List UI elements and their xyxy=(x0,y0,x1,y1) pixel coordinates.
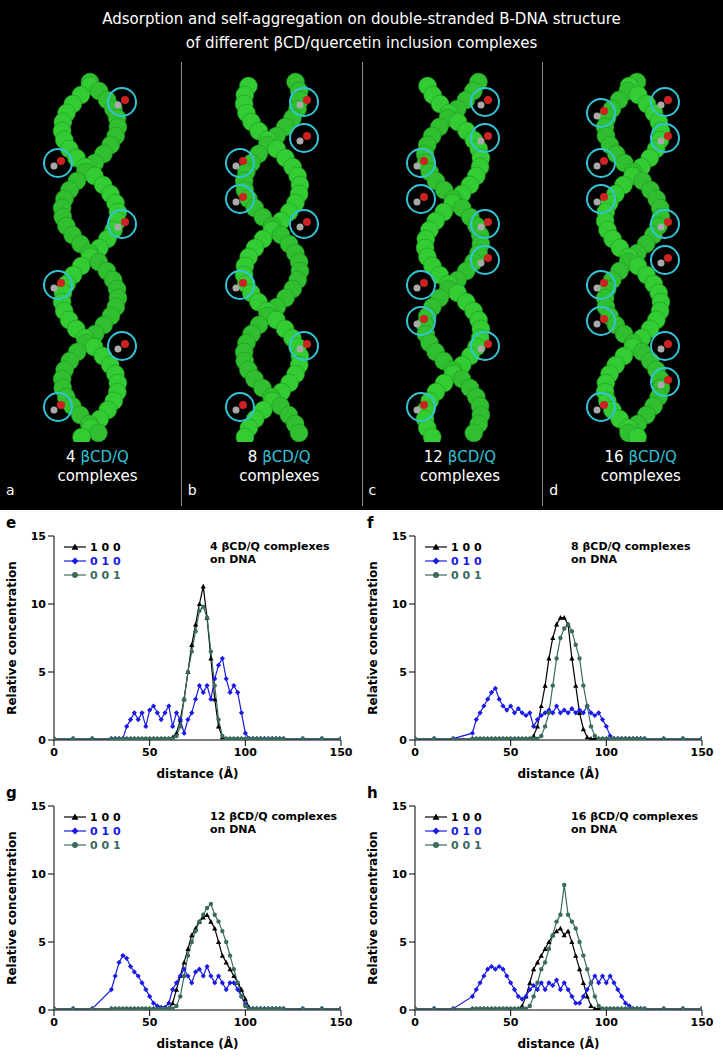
svg-text:0: 0 xyxy=(399,734,407,747)
svg-text:150: 150 xyxy=(691,746,714,759)
html-text:complexes: complexes xyxy=(419,467,501,485)
html-text:h: h xyxy=(367,784,378,802)
svg-text:15: 15 xyxy=(31,800,46,813)
html-text:b: b xyxy=(187,482,197,498)
html-text:0 1 0: 0 1 0 xyxy=(451,824,482,838)
svg-text:50: 50 xyxy=(142,746,158,759)
html-text:4 βCD/Q: 4 βCD/Q xyxy=(66,448,129,466)
html-text:16 βCD/Q: 16 βCD/Q xyxy=(604,448,677,466)
svg-text:5: 5 xyxy=(38,666,46,679)
html-text:d: d xyxy=(549,482,559,498)
svg-text:Relative concentration: Relative concentration xyxy=(366,831,380,985)
svg-text:100: 100 xyxy=(234,746,257,759)
html-text:g: g xyxy=(6,784,17,802)
svg-text:0: 0 xyxy=(38,1004,46,1017)
svg-text:150: 150 xyxy=(691,1016,714,1029)
html-text:f: f xyxy=(367,514,374,532)
svg-text:10: 10 xyxy=(392,868,408,881)
svg-text:0: 0 xyxy=(411,1016,419,1029)
svg-text:Relative concentration: Relative concentration xyxy=(5,831,19,985)
svg-text:100: 100 xyxy=(234,1016,257,1029)
html-text:0 1 0: 0 1 0 xyxy=(451,554,482,568)
html-text:8 βCD/Q: 8 βCD/Q xyxy=(247,448,311,466)
html-text:1 0 0: 1 0 0 xyxy=(451,810,482,824)
html-text:complexes: complexes xyxy=(239,467,320,485)
html-text:1 0 0: 1 0 0 xyxy=(90,540,121,554)
html-text:12 βCD/Q: 12 βCD/Q xyxy=(423,448,497,466)
html-text:0 1 0: 0 1 0 xyxy=(90,554,121,568)
html-text:1 0 0: 1 0 0 xyxy=(451,540,482,554)
svg-text:100: 100 xyxy=(595,746,618,759)
svg-text:10: 10 xyxy=(31,598,47,611)
html-text:complexes: complexes xyxy=(57,467,138,485)
svg-text:distance (Å): distance (Å) xyxy=(518,1036,600,1051)
svg-text:150: 150 xyxy=(330,746,353,759)
svg-text:5: 5 xyxy=(399,666,407,679)
html-text:c: c xyxy=(368,482,377,498)
html-text:1 0 0: 1 0 0 xyxy=(90,810,121,824)
svg-text:10: 10 xyxy=(392,598,408,611)
svg-text:10: 10 xyxy=(31,868,47,881)
svg-text:100: 100 xyxy=(595,1016,618,1029)
svg-text:15: 15 xyxy=(392,530,407,543)
html-text:0 0 1: 0 0 1 xyxy=(451,838,482,852)
html-text:0 0 1: 0 0 1 xyxy=(90,838,121,852)
html-text:0 0 1: 0 0 1 xyxy=(451,568,482,582)
svg-text:distance (Å): distance (Å) xyxy=(518,766,600,781)
svg-text:50: 50 xyxy=(142,1016,158,1029)
svg-text:0: 0 xyxy=(399,1004,407,1017)
svg-text:0: 0 xyxy=(50,746,58,759)
html-text:complexes: complexes xyxy=(600,467,681,485)
svg-text:5: 5 xyxy=(38,936,46,949)
html-text:0 0 1: 0 0 1 xyxy=(90,568,121,582)
svg-text:50: 50 xyxy=(503,1016,519,1029)
svg-text:50: 50 xyxy=(503,746,519,759)
svg-text:0: 0 xyxy=(411,746,419,759)
svg-text:0: 0 xyxy=(38,734,46,747)
html-text:12 βCD/Q complexes on DNA: 12 βCD/Q complexes on DNA xyxy=(210,810,338,836)
svg-text:0: 0 xyxy=(50,1016,58,1029)
svg-text:15: 15 xyxy=(31,530,46,543)
svg-text:Relative concentration: Relative concentration xyxy=(366,561,380,715)
html-text:0 1 0: 0 1 0 xyxy=(90,824,121,838)
html-text:16 βCD/Q complexes on DNA: 16 βCD/Q complexes on DNA xyxy=(571,810,699,836)
html-text:8 βCD/Q complexes on DNA: 8 βCD/Q complexes on DNA xyxy=(571,540,691,566)
svg-text:distance (Å): distance (Å) xyxy=(157,766,239,781)
svg-text:15: 15 xyxy=(392,800,407,813)
html-text:4 βCD/Q complexes on DNA: 4 βCD/Q complexes on DNA xyxy=(210,540,330,566)
svg-text:5: 5 xyxy=(399,936,407,949)
html-text:a: a xyxy=(6,482,15,498)
html-text:Adsorption and self-aggregatio: Adsorption and self-aggregation on doubl… xyxy=(102,10,621,28)
svg-text:Relative concentration: Relative concentration xyxy=(5,561,19,715)
svg-text:distance (Å): distance (Å) xyxy=(157,1036,239,1051)
html-text:e: e xyxy=(6,514,17,532)
svg-text:150: 150 xyxy=(330,1016,353,1029)
html-text:of different βCD/quercetin inc: of different βCD/quercetin inclusion com… xyxy=(185,34,538,52)
